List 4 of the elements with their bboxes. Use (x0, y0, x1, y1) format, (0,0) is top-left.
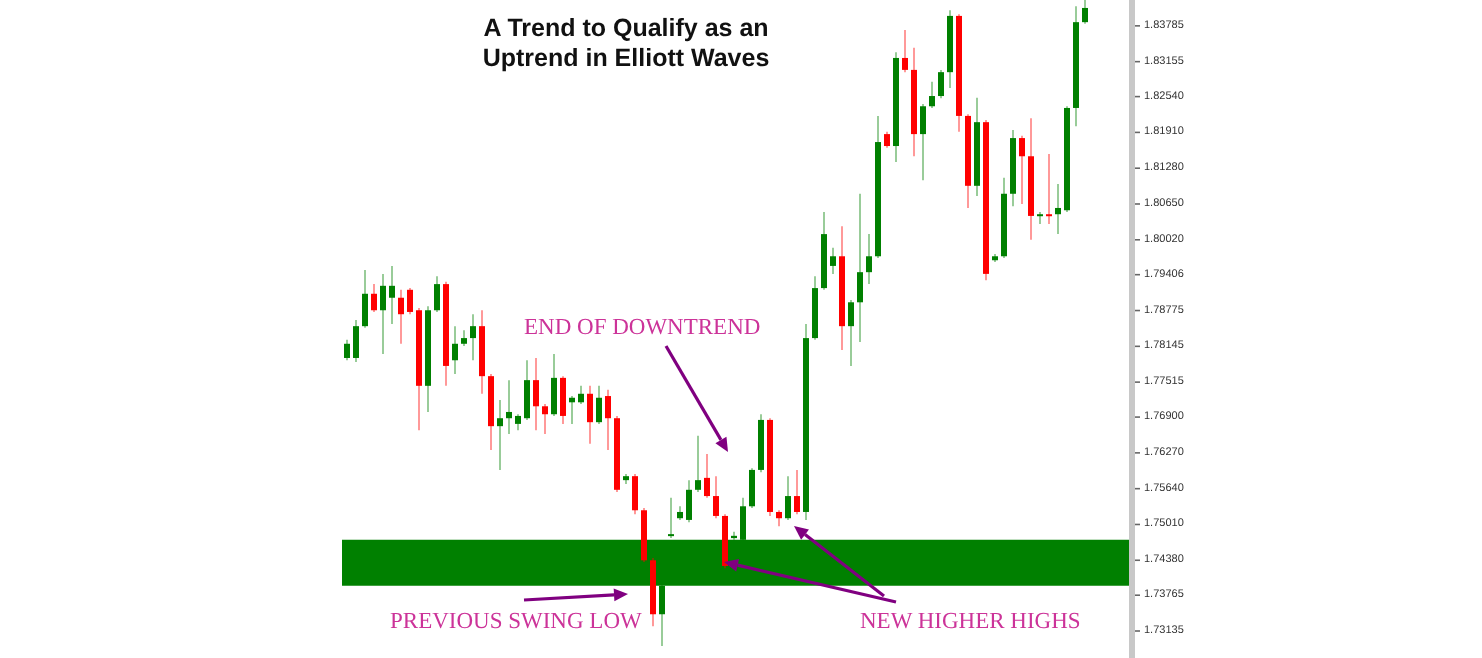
annotation: END OF DOWNTREND (524, 316, 761, 340)
text: A Trend to Qualify as an Uptrend in Elliott Waves (482, 14, 770, 72)
annotation: NEW HIGHER HIGHS (860, 610, 1081, 634)
annotation: PREVIOUS SWING LOW (390, 610, 642, 634)
